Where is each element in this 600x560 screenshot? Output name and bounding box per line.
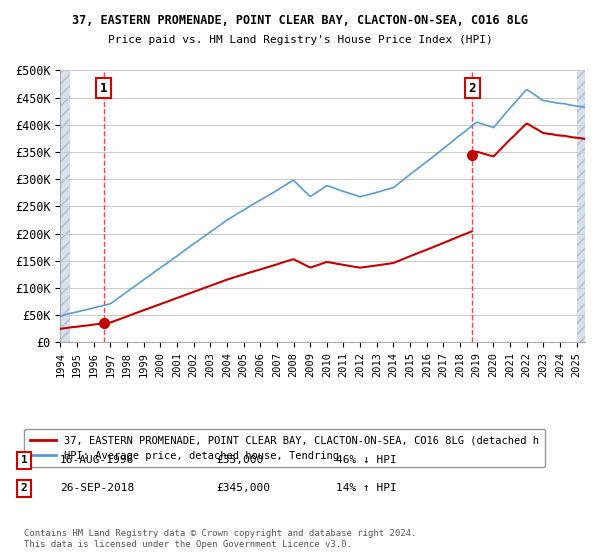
Text: 14% ↑ HPI: 14% ↑ HPI [336, 483, 397, 493]
Text: 37, EASTERN PROMENADE, POINT CLEAR BAY, CLACTON-ON-SEA, CO16 8LG: 37, EASTERN PROMENADE, POINT CLEAR BAY, … [72, 14, 528, 27]
Text: 1: 1 [100, 82, 108, 95]
Bar [577, 71, 593, 342]
Text: £35,000: £35,000 [216, 455, 263, 465]
Text: 46% ↓ HPI: 46% ↓ HPI [336, 455, 397, 465]
Text: Price paid vs. HM Land Registry's House Price Index (HPI): Price paid vs. HM Land Registry's House … [107, 35, 493, 45]
Bar [61, 71, 70, 342]
Legend: 37, EASTERN PROMENADE, POINT CLEAR BAY, CLACTON-ON-SEA, CO16 8LG (detached h, HP: 37, EASTERN PROMENADE, POINT CLEAR BAY, … [23, 429, 545, 466]
Text: 2: 2 [20, 483, 28, 493]
Text: 2: 2 [469, 82, 476, 95]
Text: 1: 1 [20, 455, 28, 465]
Text: £345,000: £345,000 [216, 483, 270, 493]
Text: 16-AUG-1996: 16-AUG-1996 [60, 455, 134, 465]
Text: Contains HM Land Registry data © Crown copyright and database right 2024.
This d: Contains HM Land Registry data © Crown c… [24, 529, 416, 549]
Text: 26-SEP-2018: 26-SEP-2018 [60, 483, 134, 493]
